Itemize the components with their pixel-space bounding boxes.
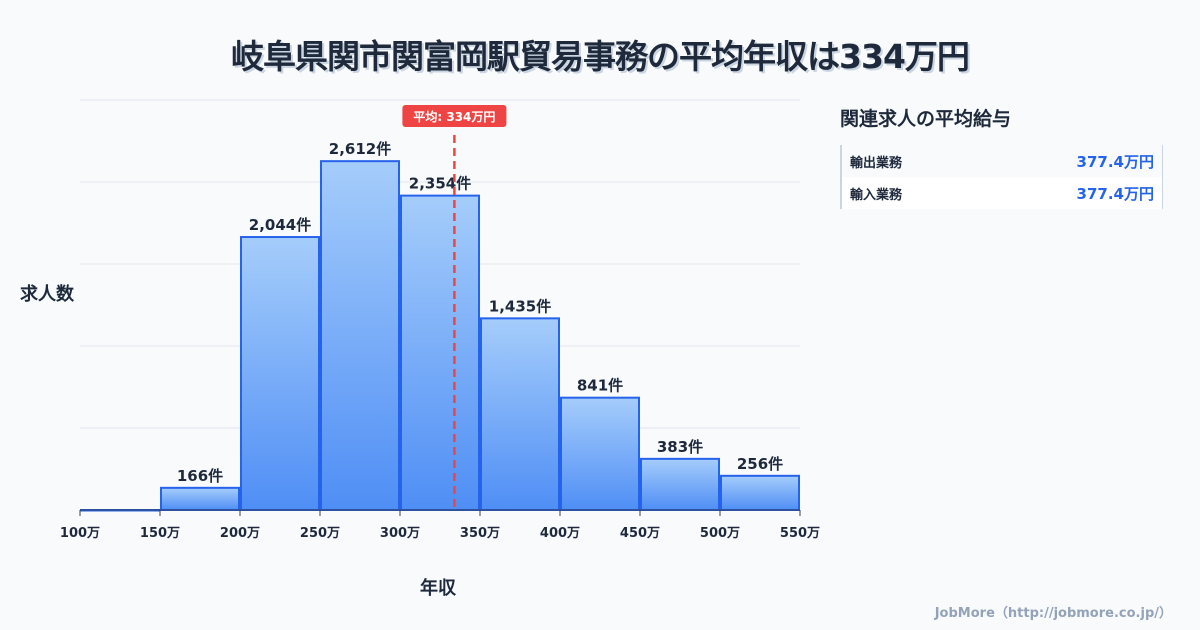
related-salary-row: 輸入業務 377.4万円 (842, 177, 1162, 209)
related-salary-table: 輸出業務 377.4万円 輸入業務 377.4万円 (840, 145, 1163, 209)
x-tick-label: 550万 (780, 526, 820, 541)
page-title: 岐阜県関市関富岡駅貿易事務の平均年収は334万円 (231, 37, 970, 76)
x-tick-label: 100万 (60, 526, 100, 541)
x-tick-label: 200万 (220, 526, 260, 541)
histogram-bar (480, 317, 560, 511)
related-salary-title: 関連求人の平均給与 (840, 108, 1012, 130)
x-axis-label: 年収 (420, 578, 456, 599)
footer-credit: JobMore（http://jobmore.co.jp/） (934, 606, 1172, 621)
job-name: 輸入業務 (850, 187, 903, 203)
average-badge (402, 105, 507, 127)
x-tick-label: 250万 (300, 526, 340, 541)
bar-value-label: 2,044件 (249, 216, 311, 234)
histogram-bar (320, 160, 400, 511)
histogram-bar (560, 396, 640, 512)
x-tick-label: 300万 (380, 526, 420, 541)
histogram-chart: 166件 2,044件 2,612件 2,354件 1,435件 841件 383件 256件… (60, 99, 820, 541)
histogram-bar (640, 457, 720, 511)
histogram-bar (400, 194, 480, 511)
x-tick-label: 500万 (700, 526, 740, 541)
bar-value-label: 166件 (177, 467, 223, 485)
x-tick-label: 150万 (140, 526, 180, 541)
bar-value-label: 2,612件 (329, 140, 391, 158)
bar-value-label: 383件 (657, 438, 703, 456)
histogram-bar (160, 486, 240, 512)
average-label: 平均: 334万円 (413, 109, 495, 124)
y-axis-label: 求人数 (20, 284, 74, 305)
bar-value-label: 2,354件 (409, 175, 471, 193)
bar-value-label: 256件 (737, 455, 783, 473)
related-salary-row: 輸出業務 377.4万円 (842, 145, 1162, 177)
histogram-bar (240, 236, 320, 511)
bar-value-label: 1,435件 (489, 297, 551, 315)
x-tick-label: 400万 (540, 526, 580, 541)
x-tick-label: 450万 (620, 526, 660, 541)
bar-value-label: 841件 (577, 377, 623, 395)
job-salary: 377.4万円 (1076, 184, 1154, 203)
histogram-bar (720, 474, 800, 511)
x-tick-label: 350万 (460, 526, 500, 541)
job-name: 輸出業務 (850, 155, 903, 171)
job-salary: 377.4万円 (1076, 152, 1154, 171)
